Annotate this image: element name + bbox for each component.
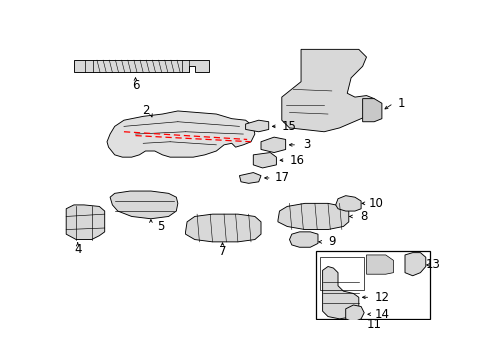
- Text: 16: 16: [289, 154, 304, 167]
- Polygon shape: [281, 49, 373, 132]
- Bar: [316, 251, 429, 319]
- Polygon shape: [277, 203, 348, 230]
- Text: 12: 12: [374, 291, 388, 304]
- Text: 8: 8: [360, 210, 367, 223]
- Text: 15: 15: [282, 120, 296, 133]
- Polygon shape: [66, 205, 104, 239]
- Polygon shape: [239, 172, 261, 183]
- Text: 13: 13: [425, 258, 440, 271]
- Text: 5: 5: [157, 220, 164, 233]
- Text: 10: 10: [368, 197, 383, 210]
- Polygon shape: [322, 266, 358, 319]
- Polygon shape: [185, 214, 261, 242]
- Text: 9: 9: [327, 235, 335, 248]
- Polygon shape: [345, 305, 364, 322]
- Polygon shape: [253, 153, 276, 168]
- Polygon shape: [110, 191, 178, 219]
- Text: 4: 4: [74, 243, 81, 256]
- Polygon shape: [362, 99, 381, 122]
- Text: 1: 1: [397, 97, 404, 110]
- Text: 6: 6: [131, 79, 139, 92]
- Polygon shape: [261, 137, 285, 153]
- Polygon shape: [404, 253, 425, 276]
- Polygon shape: [366, 255, 393, 274]
- Polygon shape: [245, 120, 268, 132]
- Polygon shape: [289, 232, 317, 247]
- Polygon shape: [107, 111, 254, 157]
- Polygon shape: [74, 60, 208, 72]
- Text: 14: 14: [374, 308, 388, 321]
- Text: 3: 3: [303, 138, 310, 151]
- Polygon shape: [335, 195, 360, 211]
- Text: 17: 17: [274, 171, 289, 184]
- Text: 2: 2: [142, 104, 149, 117]
- Text: 11: 11: [366, 318, 381, 331]
- Text: 7: 7: [218, 244, 226, 258]
